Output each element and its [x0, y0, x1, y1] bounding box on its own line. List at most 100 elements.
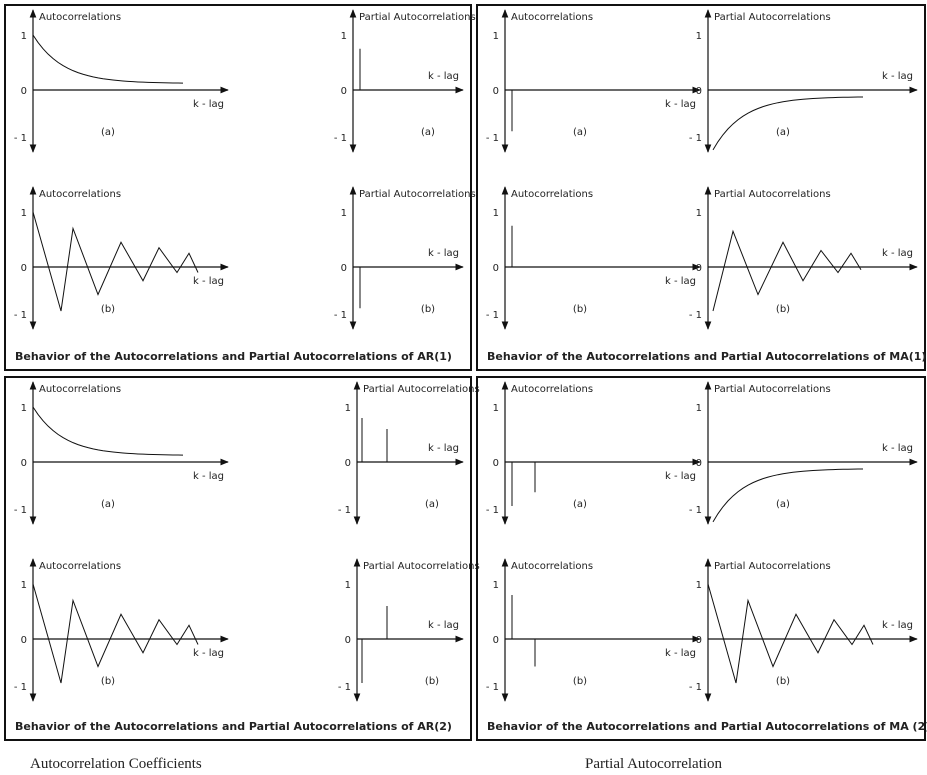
- y-label: - 1: [486, 682, 499, 693]
- plot-title: Autocorrelations: [39, 561, 121, 572]
- panel-caption: Behavior of the Autocorrelations and Par…: [15, 350, 452, 363]
- plot-tag: (a): [101, 127, 115, 138]
- y-label: 0: [341, 86, 347, 97]
- panel-caption: Behavior of the Autocorrelations and Par…: [15, 720, 452, 733]
- x-label: k - lag: [428, 248, 459, 259]
- curve: [33, 212, 198, 311]
- y-label: 0: [696, 263, 702, 274]
- plot-title: Autocorrelations: [39, 384, 121, 395]
- plot-tag: (a): [573, 499, 587, 510]
- x-label: k - lag: [665, 471, 696, 482]
- plot-tag: (a): [776, 127, 790, 138]
- plot-title: Partial Autocorrelations: [359, 12, 476, 23]
- y-label: 1: [21, 403, 27, 414]
- y-label: 0: [493, 635, 499, 646]
- plot-tag: (b): [421, 304, 435, 315]
- y-label: - 1: [689, 682, 702, 693]
- plot-tag: (a): [573, 127, 587, 138]
- plot-tag: (a): [425, 499, 439, 510]
- plot-title: Partial Autocorrelations: [359, 189, 476, 200]
- plot-title: Partial Autocorrelations: [714, 561, 831, 572]
- y-label: - 1: [14, 310, 27, 321]
- y-label: 0: [341, 263, 347, 274]
- y-label: 0: [696, 86, 702, 97]
- y-label: 1: [21, 208, 27, 219]
- y-label: 1: [21, 31, 27, 42]
- plot-tag: (b): [573, 304, 587, 315]
- plot-title: Autocorrelations: [511, 384, 593, 395]
- footer-left: Autocorrelation Coefficients: [30, 756, 202, 772]
- y-label: - 1: [689, 310, 702, 321]
- x-label: k - lag: [428, 443, 459, 454]
- plot-title: Autocorrelations: [511, 189, 593, 200]
- y-label: - 1: [338, 682, 351, 693]
- x-label: k - lag: [665, 276, 696, 287]
- diagram: Autocorrelation Coefficients Partial Aut…: [0, 0, 927, 775]
- y-label: 0: [696, 458, 702, 469]
- plot-tag: (b): [101, 676, 115, 687]
- y-label: 1: [21, 580, 27, 591]
- plot-tag: (b): [573, 676, 587, 687]
- x-label: k - lag: [428, 620, 459, 631]
- y-label: 0: [345, 635, 351, 646]
- y-label: - 1: [486, 505, 499, 516]
- y-label: 1: [493, 580, 499, 591]
- y-label: 0: [21, 86, 27, 97]
- x-label: k - lag: [882, 443, 913, 454]
- panel-border: [5, 377, 471, 740]
- plot-title: Partial Autocorrelations: [363, 384, 480, 395]
- y-label: 1: [696, 208, 702, 219]
- plot-title: Autocorrelations: [39, 189, 121, 200]
- y-label: 1: [696, 580, 702, 591]
- y-label: 1: [341, 208, 347, 219]
- y-label: - 1: [14, 505, 27, 516]
- y-label: 1: [493, 403, 499, 414]
- x-label: k - lag: [882, 71, 913, 82]
- y-label: - 1: [486, 133, 499, 144]
- plot-title: Partial Autocorrelations: [714, 189, 831, 200]
- curve: [713, 97, 863, 150]
- x-label: k - lag: [665, 648, 696, 659]
- panel-caption: Behavior of the Autocorrelations and Par…: [487, 720, 927, 733]
- curve: [708, 584, 873, 683]
- plot-tag: (a): [421, 127, 435, 138]
- panel-caption: Behavior of the Autocorrelations and Par…: [487, 350, 926, 363]
- curve: [33, 407, 183, 455]
- y-label: 1: [345, 580, 351, 591]
- y-label: - 1: [689, 133, 702, 144]
- y-label: 1: [493, 31, 499, 42]
- x-label: k - lag: [193, 276, 224, 287]
- y-label: - 1: [334, 310, 347, 321]
- plot-title: Autocorrelations: [511, 561, 593, 572]
- y-label: 1: [345, 403, 351, 414]
- plot-tag: (b): [776, 304, 790, 315]
- y-label: - 1: [338, 505, 351, 516]
- plot-title: Partial Autocorrelations: [363, 561, 480, 572]
- y-label: - 1: [486, 310, 499, 321]
- curve: [713, 469, 863, 522]
- curve: [33, 584, 198, 683]
- curve: [713, 231, 861, 311]
- plot-title: Partial Autocorrelations: [714, 384, 831, 395]
- y-label: 0: [493, 458, 499, 469]
- x-label: k - lag: [665, 99, 696, 110]
- x-label: k - lag: [882, 620, 913, 631]
- y-label: 0: [696, 635, 702, 646]
- panel-border: [5, 5, 471, 370]
- footer-right: Partial Autocorrelation: [585, 756, 723, 772]
- x-label: k - lag: [428, 71, 459, 82]
- y-label: 1: [696, 403, 702, 414]
- y-label: 0: [21, 263, 27, 274]
- plot-title: Autocorrelations: [39, 12, 121, 23]
- y-label: 0: [21, 458, 27, 469]
- y-label: 0: [345, 458, 351, 469]
- x-label: k - lag: [193, 99, 224, 110]
- y-label: 1: [493, 208, 499, 219]
- plot-tag: (b): [776, 676, 790, 687]
- y-label: - 1: [689, 505, 702, 516]
- y-label: 0: [493, 86, 499, 97]
- x-label: k - lag: [882, 248, 913, 259]
- y-label: - 1: [14, 682, 27, 693]
- plot-tag: (b): [425, 676, 439, 687]
- y-label: 0: [493, 263, 499, 274]
